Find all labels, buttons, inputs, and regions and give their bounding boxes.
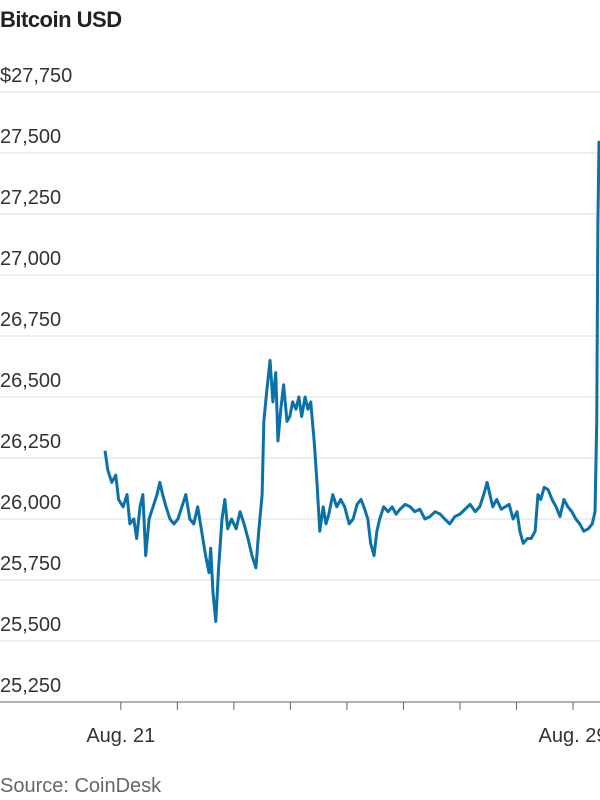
y-tick-label: 26,750	[0, 309, 61, 331]
x-tick-label: Aug. 29	[539, 725, 600, 747]
y-tick-label: 26,250	[0, 431, 61, 453]
y-tick-label: 27,500	[0, 126, 61, 148]
chart-title: Bitcoin USD	[0, 7, 122, 32]
price-line	[103, 140, 600, 623]
y-tick-label: 27,000	[0, 248, 61, 270]
y-tick-label: 25,500	[0, 614, 61, 636]
x-tick-label: Aug. 21	[86, 725, 155, 747]
y-tick-label: 27,250	[0, 187, 61, 209]
y-tick-label: 25,750	[0, 553, 61, 575]
y-tick-label: 26,000	[0, 492, 61, 514]
source: Source: CoinDesk	[0, 775, 162, 797]
y-tick-label: 25,250	[0, 675, 61, 697]
y-tick-label: $27,750	[0, 65, 72, 87]
y-tick-label: 26,500	[0, 370, 61, 392]
